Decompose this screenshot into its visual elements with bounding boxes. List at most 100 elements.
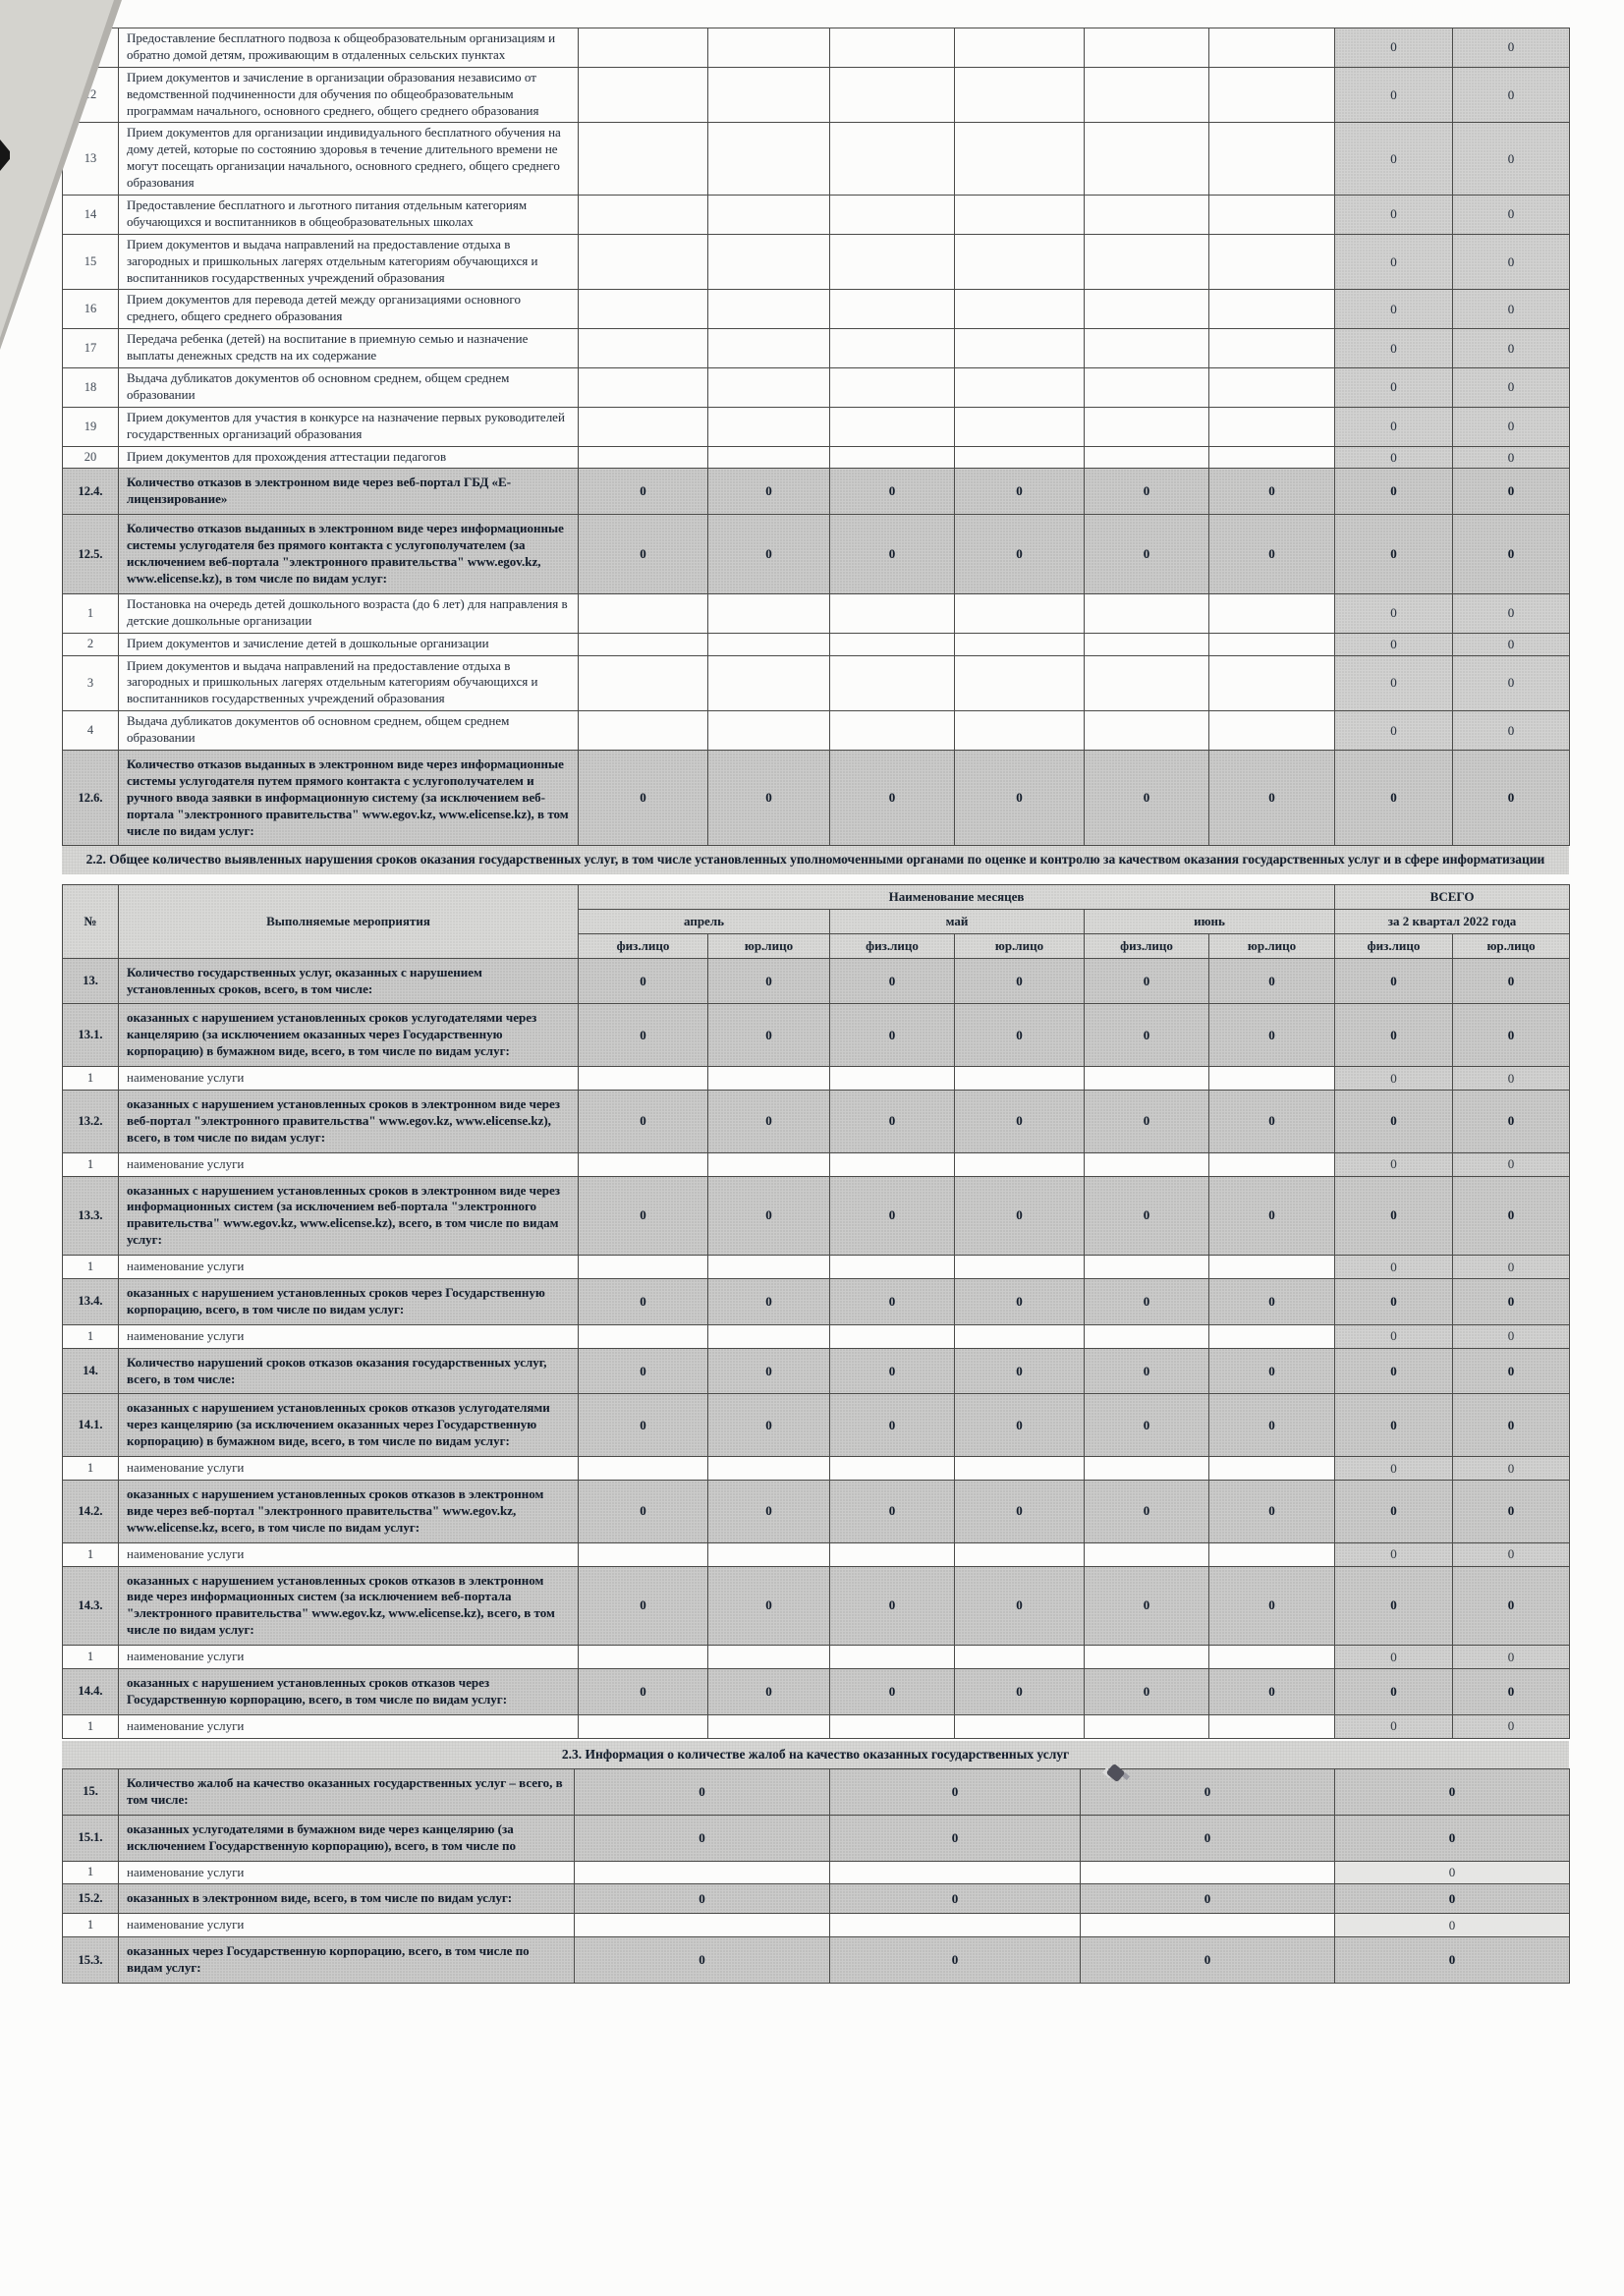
activity-cell: Предоставление бесплатного и льготного п… xyxy=(118,195,579,235)
col-header-may: май xyxy=(829,908,1085,934)
value-cell: 0 xyxy=(954,1347,1085,1395)
value-cell: 0 xyxy=(1452,1175,1571,1257)
col-header-jur: юр.лицо xyxy=(1452,932,1571,959)
value-cell: 0 xyxy=(954,957,1085,1005)
value-cell: 0 xyxy=(829,1668,955,1715)
table-row: 15.3. оказанных через Государственную кор… xyxy=(62,1936,1570,1984)
row-number-cell: 17 xyxy=(62,328,119,369)
value-cell xyxy=(1084,1541,1209,1567)
value-cell: 0 xyxy=(1334,654,1453,712)
value-cell xyxy=(954,328,1085,369)
activity-cell: Передача ребенка (детей) на воспитание в… xyxy=(118,328,579,369)
value-cell xyxy=(707,122,830,196)
value-cell: 0 xyxy=(1334,1090,1454,1153)
activity-cell: Количество отказов выданных в электронно… xyxy=(118,749,579,847)
value-cell xyxy=(1207,1066,1336,1091)
value-cell xyxy=(578,1541,708,1567)
value-cell xyxy=(1084,1323,1209,1349)
value-cell xyxy=(1208,592,1335,634)
row-number-cell: 1 xyxy=(62,1645,119,1670)
activity-cell: наименование услуги xyxy=(118,1323,579,1349)
value-cell xyxy=(829,445,955,470)
value-cell: 0 xyxy=(574,1936,830,1984)
activity-cell: Количество отказов выданных в электронно… xyxy=(118,514,579,594)
value-cell: 0 xyxy=(1084,1668,1209,1715)
value-cell xyxy=(707,1456,830,1482)
value-cell xyxy=(707,1713,830,1739)
row-number-cell: 15.1. xyxy=(62,1814,119,1862)
value-cell xyxy=(954,1151,1085,1177)
value-cell xyxy=(707,406,830,447)
value-cell: 0 xyxy=(1452,233,1570,291)
value-cell: 0 xyxy=(829,1003,955,1068)
table-row: 1 наименование услуги 0 xyxy=(62,1913,1570,1938)
value-cell: 0 xyxy=(1452,468,1570,516)
table-row: 14.1. оказанных с нарушением установленны… xyxy=(62,1393,1571,1458)
value-cell: 0 xyxy=(1334,1151,1454,1177)
value-cell: 0 xyxy=(1334,710,1453,751)
value-cell: 0 xyxy=(1334,514,1453,594)
activity-cell: Количество государственных услуг, оказан… xyxy=(118,957,579,1005)
value-cell xyxy=(1084,1645,1209,1670)
value-cell xyxy=(954,710,1085,751)
value-cell xyxy=(829,1151,955,1177)
value-cell: 0 xyxy=(1084,1480,1209,1543)
row-number-cell: 20 xyxy=(62,445,119,470)
row-number-cell: 14.1. xyxy=(62,1393,119,1458)
value-cell: 0 xyxy=(829,1347,955,1395)
table-row: 1 наименование услуги 0 0 xyxy=(62,1456,1571,1482)
value-cell xyxy=(1208,233,1335,291)
row-number-cell: 15. xyxy=(62,1767,119,1816)
activity-cell: Прием документов для организации индивид… xyxy=(118,122,579,196)
row-number-cell: 1 xyxy=(62,1151,119,1177)
value-cell: 0 xyxy=(954,1480,1085,1543)
value-cell: 0 xyxy=(954,1278,1085,1325)
activity-cell: Прием документов и выдача направлений на… xyxy=(118,233,579,291)
value-cell xyxy=(954,367,1085,408)
value-cell xyxy=(707,328,830,369)
activity-cell: Прием документов и выдача направлений на… xyxy=(118,654,579,712)
value-cell xyxy=(707,654,830,712)
row-number-cell: 12.5. xyxy=(62,514,119,594)
value-cell: 0 xyxy=(1452,1393,1571,1458)
value-cell: 0 xyxy=(829,1480,955,1543)
activity-cell: Прием документов и зачисление детей в до… xyxy=(118,632,579,656)
row-number-cell: 15 xyxy=(62,233,119,291)
value-cell: 0 xyxy=(1452,592,1570,634)
table-row: 1 Постановка на очередь детей дошкольного… xyxy=(62,592,1570,634)
value-cell xyxy=(707,445,830,470)
activity-cell: Прием документов и зачисление в организа… xyxy=(118,66,579,124)
value-cell: 0 xyxy=(578,1668,708,1715)
report-content: Предоставление бесплатного подвоза к общ… xyxy=(62,28,1571,1984)
value-cell: 0 xyxy=(1452,1541,1571,1567)
col-header-total-period: за 2 квартал 2022 года xyxy=(1334,908,1571,934)
table-row: 15.1. оказанных услугодателями в бумажном… xyxy=(62,1814,1570,1862)
table-row: 17 Передача ребенка (детей) на воспитание… xyxy=(62,328,1570,369)
value-cell xyxy=(1084,1151,1209,1177)
value-cell xyxy=(829,28,955,68)
value-cell xyxy=(1084,195,1209,235)
value-cell xyxy=(829,66,955,124)
row-number-cell: 14. xyxy=(62,1347,119,1395)
value-cell: 0 xyxy=(1452,1480,1571,1543)
row-number-cell: 1 xyxy=(62,1913,119,1938)
value-cell xyxy=(829,328,955,369)
value-cell: 0 xyxy=(707,1393,830,1458)
value-cell xyxy=(829,654,955,712)
value-cell: 0 xyxy=(1452,1003,1571,1068)
value-cell xyxy=(578,122,708,196)
table-row: 12.6. Количество отказов выданных в элект… xyxy=(62,749,1570,847)
value-cell: 0 xyxy=(1334,233,1453,291)
value-cell: 0 xyxy=(578,1003,708,1068)
value-cell xyxy=(578,233,708,291)
value-cell xyxy=(707,28,830,68)
value-cell xyxy=(829,632,955,656)
value-cell xyxy=(1080,1913,1335,1938)
value-cell: 0 xyxy=(1334,1668,1454,1715)
value-cell: 0 xyxy=(578,514,708,594)
table-row: 19 Прием документов для участия в конкурс… xyxy=(62,406,1570,447)
value-cell: 0 xyxy=(829,1278,955,1325)
value-cell xyxy=(954,445,1085,470)
table-row: 3 Прием документов и выдача направлений н… xyxy=(62,654,1570,712)
value-cell: 0 xyxy=(1084,957,1209,1005)
